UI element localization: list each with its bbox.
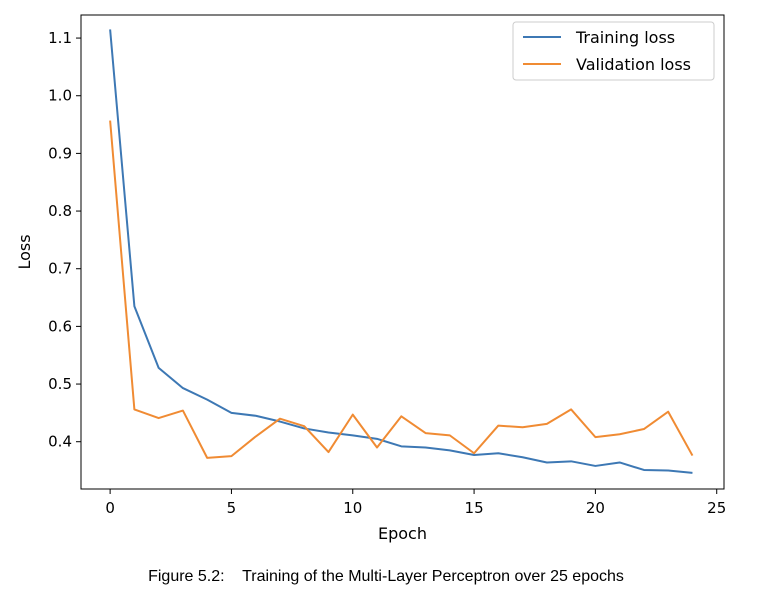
- y-tick-label: 0.9: [48, 144, 72, 162]
- x-tick-label: 15: [465, 499, 484, 517]
- x-axis-label: Epoch: [378, 524, 427, 543]
- y-tick-label: 0.8: [48, 202, 72, 220]
- plot-frame: [80, 14, 725, 490]
- y-tick-label: 0.5: [48, 375, 72, 393]
- x-tick-label: 10: [343, 499, 362, 517]
- y-tick-label: 0.6: [48, 317, 72, 335]
- y-tick-label: 0.4: [48, 433, 72, 451]
- figure-caption: Figure 5.2: Training of the Multi-Layer …: [148, 568, 624, 585]
- x-tick-label: 25: [707, 499, 726, 517]
- x-tick-label: 0: [105, 499, 115, 517]
- series-line-training: [109, 29, 693, 474]
- x-tick-label: 20: [586, 499, 605, 517]
- legend: Training loss Validation loss: [512, 21, 715, 81]
- y-axis: 0.4 0.5 0.6 0.7 0.8 0.9 1.0 1.1: [48, 29, 81, 451]
- y-tick-label: 0.7: [48, 260, 72, 278]
- line-chart: 0 5 10 15 20 25 0.4 0.5 0.6 0.7 0.8 0.9 1.0 1.1 Epoc…: [15, 14, 726, 543]
- y-axis-label: Loss: [15, 234, 34, 269]
- x-tick-label: 5: [227, 499, 237, 517]
- x-axis: 0 5 10 15 20 25: [105, 489, 726, 517]
- series-line-validation: [109, 120, 694, 459]
- legend-label-training: Training loss: [575, 28, 675, 47]
- y-tick-label: 1.0: [48, 87, 72, 105]
- legend-label-validation: Validation loss: [576, 55, 691, 74]
- y-tick-label: 1.1: [48, 29, 72, 47]
- series-layer: [109, 29, 694, 474]
- legend-box: [512, 21, 715, 81]
